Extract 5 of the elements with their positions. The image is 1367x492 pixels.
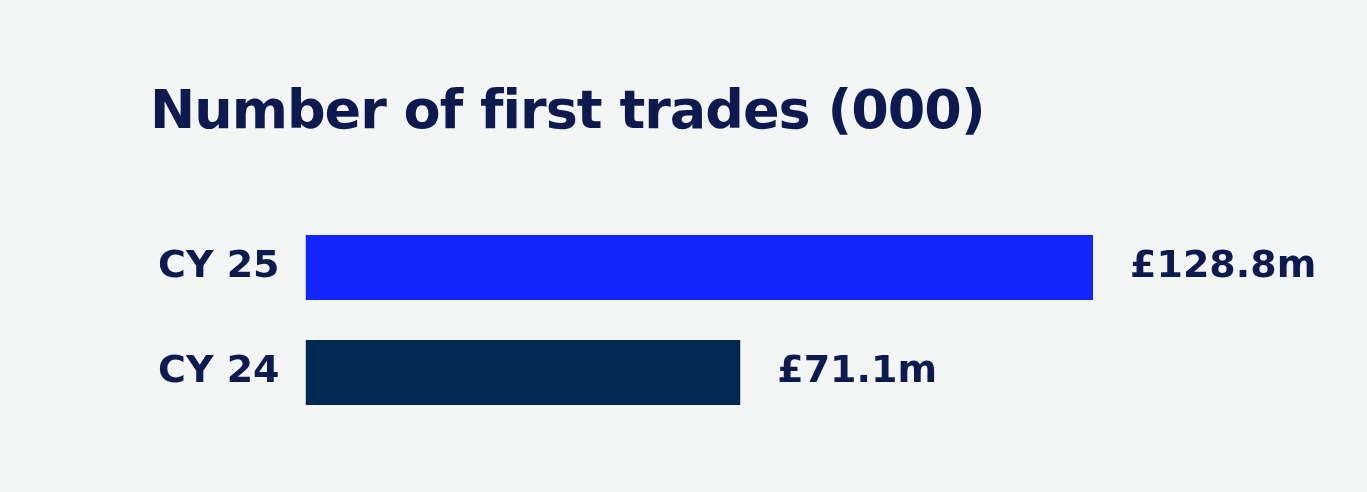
data-label: £128.8m bbox=[1130, 242, 1317, 287]
y-tick-label: CY 24 bbox=[158, 347, 280, 392]
data-label: £71.1m bbox=[777, 347, 938, 392]
y-tick-label: CY 25 bbox=[158, 242, 280, 287]
chart-title: Number of first trades (000) bbox=[150, 78, 985, 141]
